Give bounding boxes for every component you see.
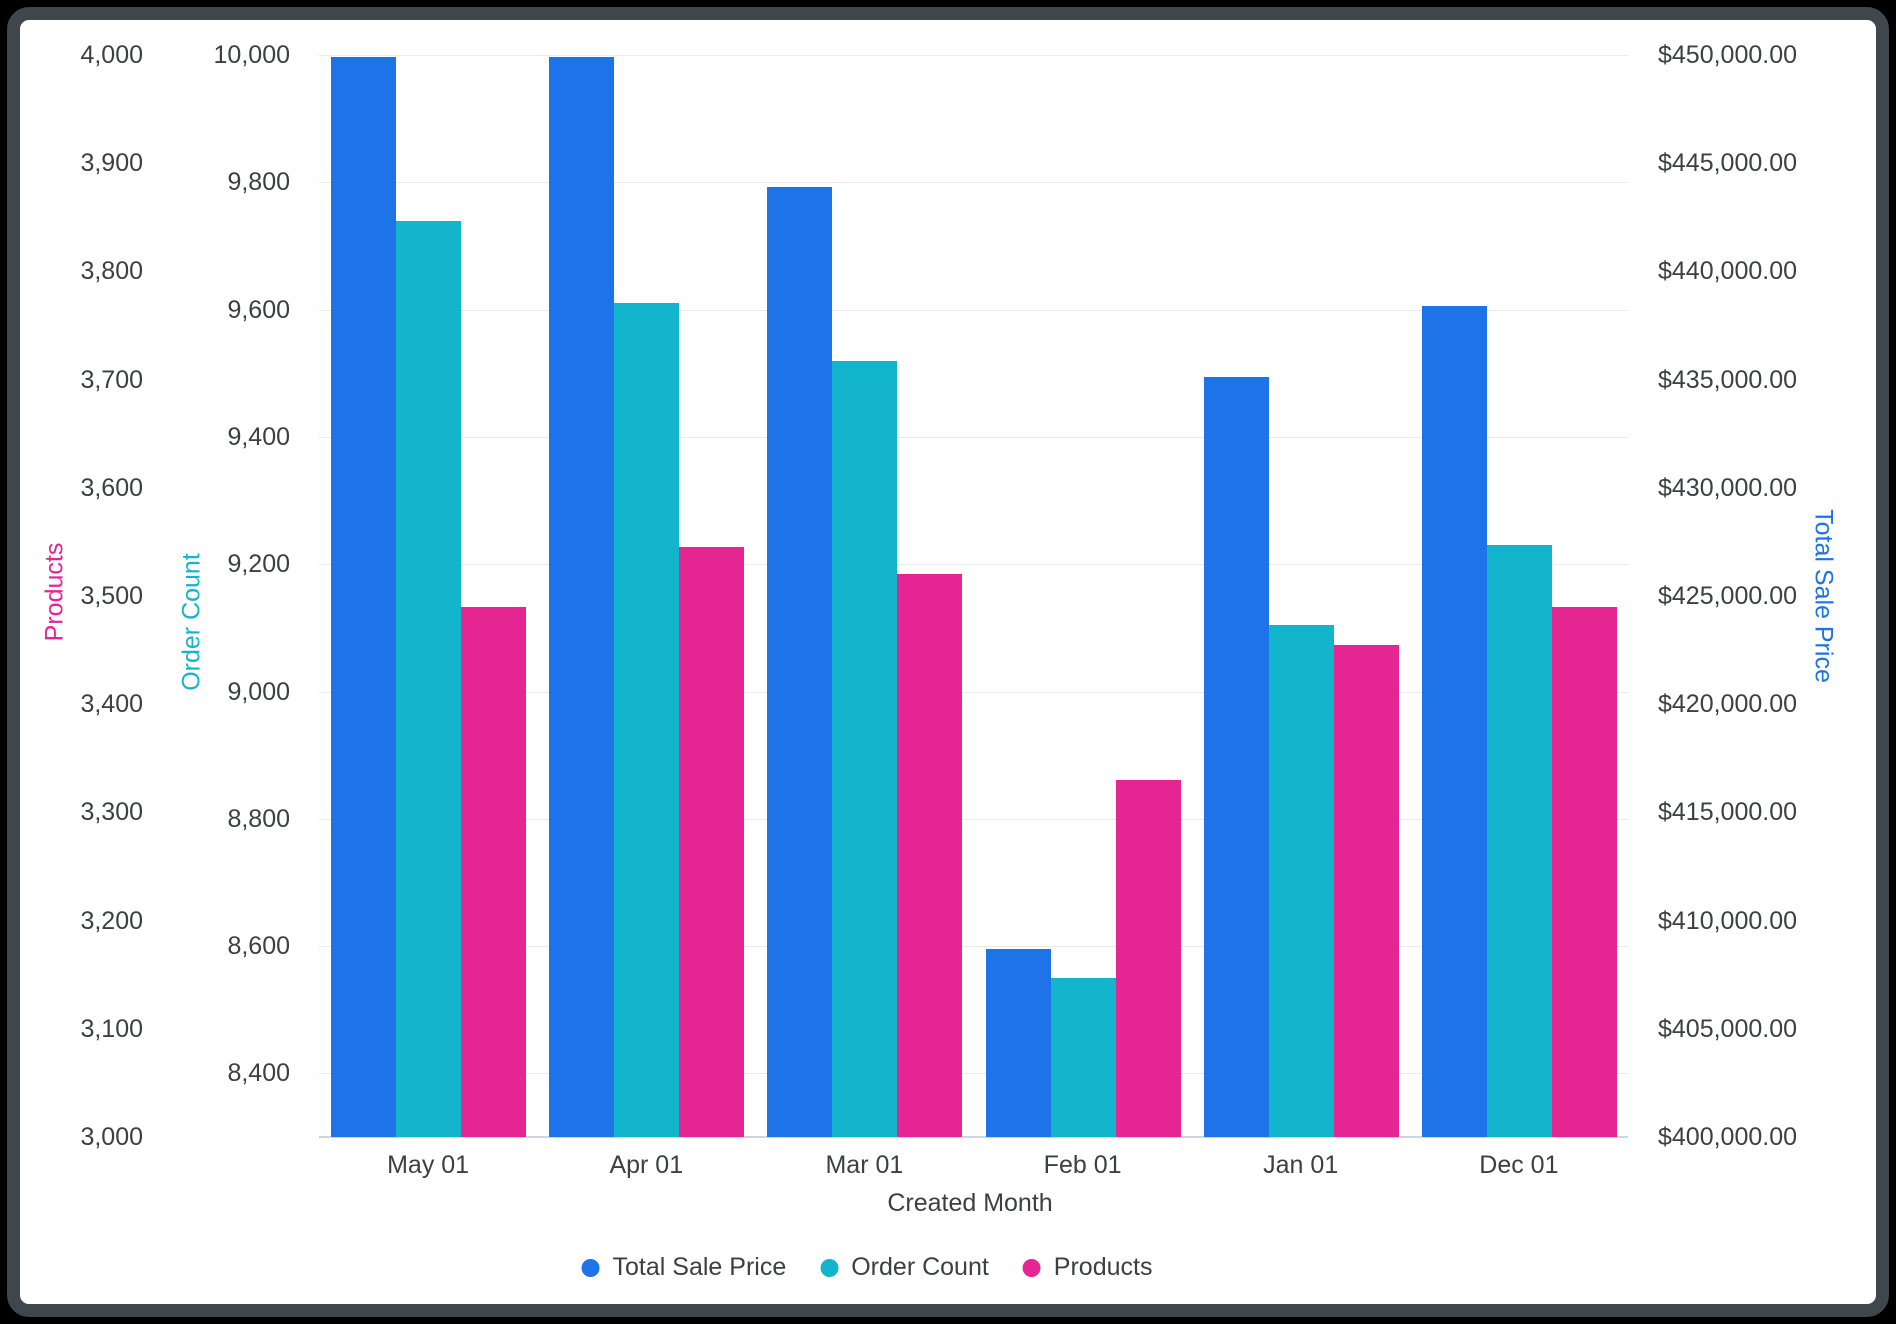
- order-tick-label: 9,800: [227, 168, 290, 197]
- bar-products-jan-01[interactable]: [1333, 644, 1399, 1137]
- x-axis-label-mar-01: Mar 01: [825, 1151, 904, 1179]
- x-axis-title: Created Month: [887, 1189, 1053, 1217]
- gridline: [319, 946, 1628, 948]
- price-tick-label: $440,000.00: [1658, 257, 1798, 286]
- legend-label: Total Sale Price: [612, 1253, 787, 1281]
- y-axis-title-products: Products: [40, 542, 69, 642]
- bar-total-sale-price-may-01[interactable]: [331, 57, 396, 1137]
- gridline: [319, 309, 1628, 311]
- products-tick-label: 3,600: [80, 473, 143, 502]
- legend-dot-icon: [581, 1258, 600, 1277]
- products-tick-label: 4,000: [80, 41, 143, 69]
- bar-products-dec-01[interactable]: [1551, 606, 1617, 1137]
- gridline: [319, 564, 1628, 566]
- price-tick-label: $450,000.00: [1658, 41, 1798, 69]
- order-tick-label: 8,600: [227, 932, 290, 961]
- products-tick-label: 3,700: [80, 365, 143, 394]
- legend-dot-icon: [820, 1258, 839, 1277]
- bar-order-count-mar-01[interactable]: [832, 360, 898, 1137]
- legend-item-products[interactable]: Products: [1022, 1253, 1153, 1282]
- products-tick-label: 3,900: [80, 149, 143, 178]
- legend-dot-icon: [1022, 1258, 1041, 1277]
- gridline: [319, 436, 1628, 438]
- order-tick-label: 10,000: [213, 41, 290, 69]
- y-axis-title-total-sale-price: Total Sale Price: [1809, 509, 1838, 683]
- gridline: [319, 818, 1628, 820]
- order-tick-label: 9,000: [227, 677, 290, 706]
- bar-order-count-apr-01[interactable]: [614, 303, 680, 1137]
- products-tick-label: 3,400: [80, 690, 143, 719]
- order-tick-label: 9,200: [227, 550, 290, 579]
- price-tick-label: $400,000.00: [1658, 1123, 1798, 1151]
- bar-products-may-01[interactable]: [461, 606, 526, 1137]
- products-tick-label: 3,500: [80, 582, 143, 610]
- products-tick-label: 3,800: [80, 257, 143, 286]
- order-tick-label: 9,400: [227, 422, 290, 451]
- price-tick-label: $425,000.00: [1658, 582, 1798, 610]
- plot-area: [319, 55, 1628, 1137]
- price-tick-label: $415,000.00: [1658, 798, 1798, 827]
- bar-products-mar-01[interactable]: [897, 574, 963, 1137]
- price-tick-label: $445,000.00: [1658, 149, 1798, 178]
- legend-label: Order Count: [851, 1253, 989, 1281]
- price-tick-label: $405,000.00: [1658, 1014, 1798, 1043]
- bar-order-count-jan-01[interactable]: [1268, 624, 1334, 1137]
- bar-total-sale-price-apr-01[interactable]: [549, 57, 615, 1137]
- x-axis-label-apr-01: Apr 01: [609, 1151, 684, 1179]
- bar-products-feb-01[interactable]: [1115, 779, 1181, 1137]
- order-tick-label: 8,800: [227, 804, 290, 833]
- price-tick-label: $430,000.00: [1658, 473, 1798, 502]
- x-axis-label-dec-01: Dec 01: [1479, 1151, 1559, 1179]
- price-tick-label: $420,000.00: [1658, 690, 1798, 719]
- bar-order-count-feb-01[interactable]: [1050, 977, 1116, 1137]
- bar-total-sale-price-mar-01[interactable]: [767, 187, 833, 1137]
- legend-item-total-sale-price[interactable]: Total Sale Price: [581, 1253, 787, 1282]
- order-tick-label: 8,400: [227, 1059, 290, 1088]
- bar-order-count-dec-01[interactable]: [1486, 545, 1552, 1137]
- gridline: [319, 1073, 1628, 1075]
- products-tick-label: 3,000: [80, 1123, 143, 1151]
- price-tick-label: $410,000.00: [1658, 906, 1798, 935]
- x-axis-label-jan-01: Jan 01: [1263, 1151, 1339, 1179]
- products-tick-label: 3,300: [80, 798, 143, 827]
- gridline: [319, 182, 1628, 184]
- bar-total-sale-price-feb-01[interactable]: [985, 948, 1051, 1137]
- legend: Total Sale Price Order Count Products: [581, 1253, 1153, 1282]
- products-tick-label: 3,200: [80, 906, 143, 935]
- bar-total-sale-price-dec-01[interactable]: [1421, 306, 1487, 1137]
- x-axis-line: [319, 1136, 1628, 1138]
- x-axis-label-feb-01: Feb 01: [1043, 1151, 1122, 1179]
- bar-total-sale-price-jan-01[interactable]: [1203, 377, 1269, 1137]
- price-tick-label: $435,000.00: [1658, 365, 1798, 394]
- products-tick-label: 3,100: [80, 1014, 143, 1043]
- x-axis-label-may-01: May 01: [387, 1151, 470, 1179]
- y-axis-title-order-count: Order Count: [177, 553, 206, 691]
- gridline: [319, 55, 1628, 56]
- order-tick-label: 9,600: [227, 295, 290, 324]
- legend-item-order-count[interactable]: Order Count: [820, 1253, 989, 1282]
- bar-products-apr-01[interactable]: [679, 547, 745, 1137]
- gridline: [319, 691, 1628, 693]
- bar-order-count-may-01[interactable]: [396, 220, 461, 1137]
- legend-label: Products: [1053, 1253, 1153, 1281]
